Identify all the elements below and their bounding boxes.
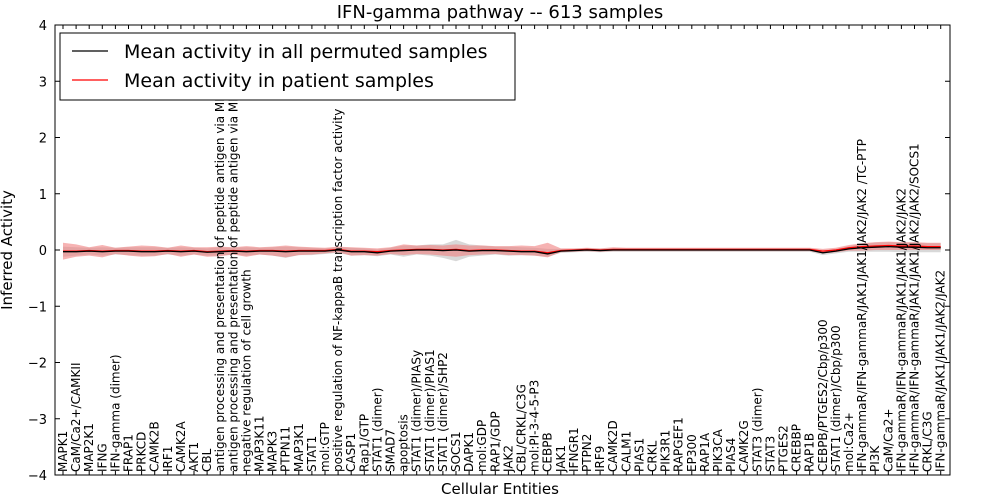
y-tick-label: 4	[39, 19, 47, 34]
entity-label: IFN-gammaR/JAK1/JAK1/JAK2/JAK2	[934, 270, 948, 472]
entity-label: IFNGR1	[567, 427, 581, 472]
entity-label: PIK3R1	[659, 430, 673, 472]
chart-title: IFN-gamma pathway -- 613 samples	[337, 2, 664, 23]
entity-label: RAPGEF1	[672, 417, 686, 472]
entity-label: JAK2	[501, 445, 515, 473]
entity-label: MAPK3	[266, 431, 280, 472]
entity-label: STAT1 (dimer)/PIAS1	[423, 349, 437, 472]
entity-label: MAPK1	[56, 431, 70, 472]
legend: Mean activity in all permuted samples Me…	[59, 32, 516, 101]
entity-label: mol:Ca2+	[842, 412, 856, 472]
entity-label: mol:PI-3-4-5-P3	[528, 380, 542, 472]
entity-label: CBL	[200, 448, 214, 472]
entity-label: DAPK1	[462, 432, 476, 472]
entity-label: IRF9	[593, 446, 607, 472]
entity-label: SOCS1	[449, 431, 463, 472]
x-axis	[62, 25, 942, 475]
entity-label: CAMK2G	[737, 420, 751, 472]
entity-label: PIAS4	[724, 438, 738, 472]
entity-label: CRKL/C3G	[921, 411, 935, 472]
x-axis-title: Cellular Entities	[441, 480, 559, 498]
entity-label: CEBPB/PTGES2/Cbp/p300	[816, 319, 830, 472]
legend-box	[59, 32, 516, 101]
entity-label: MAP3K1	[292, 423, 306, 472]
lines-layer	[63, 244, 941, 255]
entity-label: CaM/Ca2+	[881, 408, 895, 472]
entity-label: CASP1	[344, 433, 358, 472]
entity-label: CAMK2B	[148, 421, 162, 472]
entity-label: PTGES2	[777, 425, 791, 472]
entity-label: SMAD7	[384, 429, 398, 472]
entity-label: JAK1	[554, 445, 568, 473]
entity-label: PIAS1	[632, 438, 646, 472]
entity-label: IFN-gamma (dimer)	[108, 354, 122, 472]
y-tick-label: 3	[39, 75, 47, 90]
entity-label: FRAP1	[122, 434, 136, 472]
entity-label: PTPN2	[580, 434, 594, 472]
entity-label: IRF1	[161, 446, 175, 472]
y-axis-title: Inferred Activity	[0, 190, 16, 310]
entity-label: PIK3CA	[711, 428, 725, 472]
entity-label: PRKCD	[135, 432, 149, 472]
entity-label: AKT1	[187, 442, 201, 472]
entity-label: CAMK2D	[606, 420, 620, 472]
y-tick-label: −3	[28, 413, 47, 428]
entity-label: PTPN11	[279, 426, 293, 472]
entity-label: STAT1 (dimer)/PIASy	[410, 350, 424, 472]
entity-label: IFNG	[95, 443, 109, 472]
entity-label: antigen processing and presentation of p…	[226, 40, 240, 472]
entity-label: STAT1 (dimer)/SHP2	[436, 352, 450, 472]
entity-label: antigen processing and presentation of p…	[213, 43, 227, 472]
y-tick-label: 1	[39, 188, 47, 203]
legend-label-permuted: Mean activity in all permuted samples	[124, 41, 487, 63]
y-tick-label: −2	[28, 357, 47, 372]
entity-label: CaM/Ca2+/CAMKII	[69, 363, 83, 472]
entity-label: STAT1	[305, 436, 319, 472]
y-tick-label: −1	[28, 300, 47, 315]
entity-label: STAT1 (dimer)/Cbp/p300	[829, 325, 843, 472]
y-tick-label: 0	[39, 244, 47, 259]
entity-label: MAP3K11	[253, 415, 267, 472]
entity-label: mol:GTP	[318, 422, 332, 472]
entity-label: STAT1 (dimer)	[370, 388, 384, 472]
y-tick-label: −4	[28, 469, 47, 484]
entity-labels: MAPK1 CaM/Ca2+/CAMKII MAP2K1 IFNG IFN-gamma …	[56, 40, 948, 473]
entity-label: RAP1B	[803, 433, 817, 472]
series-line-permuted	[63, 245, 941, 255]
entity-label: positive regulation of NF-kappaB transcr…	[331, 109, 345, 472]
entity-label: EP300	[685, 434, 699, 472]
entity-label: Rap1/GTP	[357, 414, 371, 472]
legend-label-patient: Mean activity in patient samples	[124, 70, 434, 92]
entity-label: CBL/CRKL/C3G	[515, 384, 529, 472]
entity-label: CREBBP	[790, 424, 804, 472]
entity-label: MAP2K1	[82, 423, 96, 472]
entity-label: RAP1A	[698, 432, 712, 472]
entity-label: IFN-gammaR/IFN-gammaR/JAK1/JAK1/JAK2/JAK…	[894, 188, 908, 472]
entity-label: CEBPB	[541, 432, 555, 472]
plot-frame	[54, 24, 951, 476]
entity-label: RAP1/GDP	[488, 411, 502, 472]
entity-label: STAT3 (dimer)	[750, 388, 764, 472]
entity-label: CAMK2A	[174, 421, 188, 472]
entity-label: mol:GDP	[475, 420, 489, 472]
entity-label: STAT3	[763, 436, 777, 472]
entity-label: negative regulation of cell growth	[239, 269, 253, 472]
entity-label: apoptosis	[397, 414, 411, 472]
y-axis: −4 −3 −2 −1 0 1 2 3 4	[28, 19, 950, 484]
entity-label: IFN-gammaR/IFN-gammaR/JAK1/JAK1/JAK2/JAK…	[855, 139, 869, 472]
entity-label: IFN-gammaR/IFN-gammaR/JAK1/JAK1/JAK2/JAK…	[908, 143, 922, 472]
entity-label: CALM1	[619, 431, 633, 472]
entity-label: PI3K	[868, 445, 882, 472]
y-tick-label: 2	[39, 132, 47, 147]
entity-label: CRKL	[646, 440, 660, 472]
